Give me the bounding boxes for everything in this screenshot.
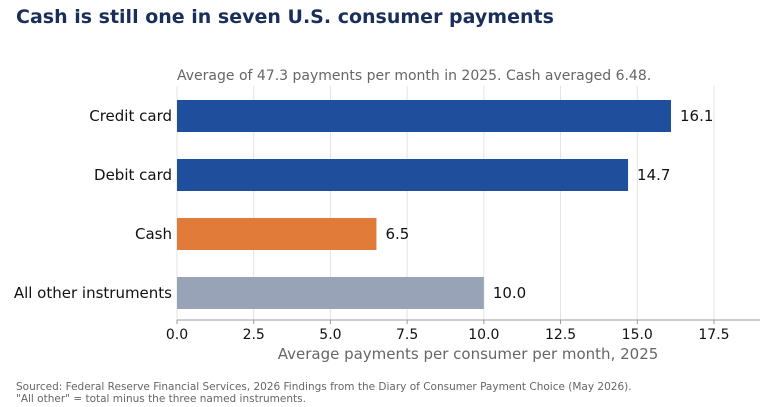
bar: [177, 277, 484, 309]
x-tick-label: 2.5: [243, 327, 265, 343]
x-tick-label: 15.0: [622, 327, 653, 343]
bar-chart: 0.0 2.5 5.0 7.5 10.0 12.5 15.0 17.5 Credit card…: [14, 86, 760, 363]
category-label: Debit card: [94, 166, 172, 184]
category-label: Credit card: [89, 107, 172, 125]
category-label: Cash: [135, 225, 172, 243]
source-note: Sourced: Federal Reserve Financial Servi…: [16, 381, 632, 405]
x-tick-label: 0.0: [166, 327, 188, 343]
x-tick-label: 5.0: [319, 327, 341, 343]
data-labels: 16.1 14.7 6.5 10.0: [385, 107, 713, 302]
data-label: 16.1: [680, 107, 713, 125]
data-label: 10.0: [493, 284, 526, 302]
x-tick-label: 7.5: [396, 327, 418, 343]
category-labels: Credit card Debit card Cash All other instr…: [14, 107, 172, 302]
chart-title: Cash is still one in seven U.S. consumer…: [16, 6, 554, 28]
x-axis: 0.0 2.5 5.0 7.5 10.0 12.5 15.0 17.5: [166, 319, 760, 343]
x-axis-title: Average payments per consumer per month,…: [278, 345, 659, 363]
source-line-1: Sourced: Federal Reserve Financial Servi…: [16, 381, 632, 393]
chart-subtitle: Average of 47.3 payments per month in 20…: [177, 68, 652, 84]
bars: [177, 100, 672, 309]
category-label: All other instruments: [14, 284, 172, 302]
x-tick-label: 17.5: [698, 327, 729, 343]
bar: [177, 218, 377, 250]
data-label: 6.5: [385, 225, 409, 243]
x-tick-label: 12.5: [545, 327, 576, 343]
data-label: 14.7: [637, 166, 670, 184]
x-tick-label: 10.0: [468, 327, 499, 343]
source-line-2: "All other" = total minus the three name…: [16, 393, 306, 405]
bar: [177, 100, 672, 132]
bar: [177, 159, 629, 191]
